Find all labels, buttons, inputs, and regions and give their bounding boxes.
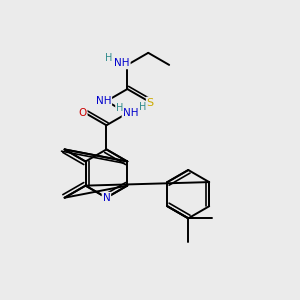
- Text: H: H: [105, 53, 113, 63]
- Text: N: N: [103, 193, 110, 203]
- Text: O: O: [79, 108, 87, 118]
- Text: S: S: [147, 98, 154, 108]
- Text: NH: NH: [122, 108, 138, 118]
- Text: H: H: [139, 102, 146, 112]
- Text: NH: NH: [114, 58, 130, 68]
- Text: NH: NH: [96, 96, 111, 106]
- Text: H: H: [116, 103, 123, 112]
